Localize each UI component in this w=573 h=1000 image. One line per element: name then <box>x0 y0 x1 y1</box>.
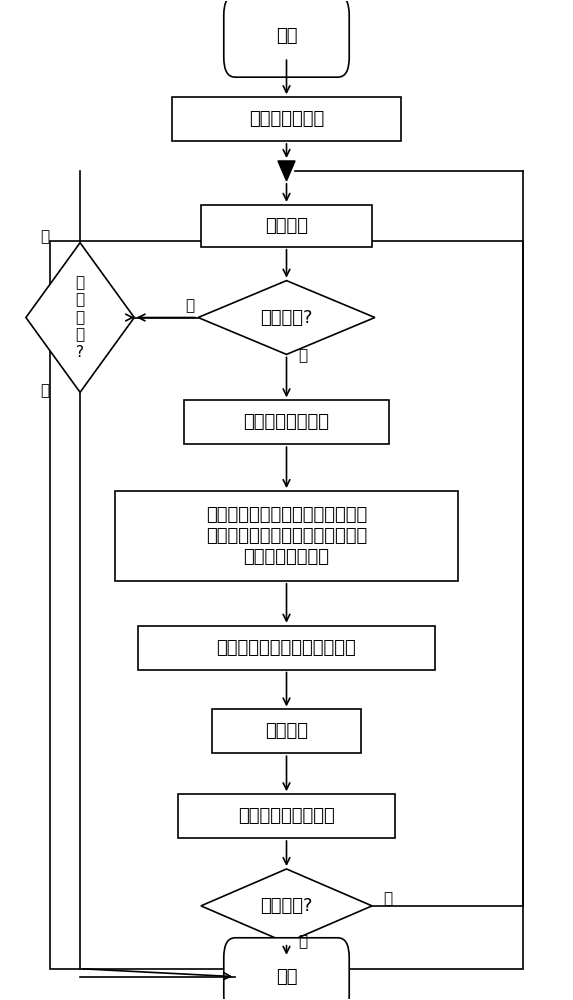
Text: 否: 否 <box>41 229 50 244</box>
Text: 是: 是 <box>41 383 50 398</box>
Text: 反馈输出力触觉信息: 反馈输出力触觉信息 <box>238 807 335 825</box>
Text: 程序结束?: 程序结束? <box>260 897 313 915</box>
FancyBboxPatch shape <box>172 97 401 141</box>
FancyBboxPatch shape <box>178 794 395 838</box>
Text: 否: 否 <box>185 298 194 313</box>
FancyBboxPatch shape <box>224 0 349 77</box>
Text: 是: 是 <box>298 934 307 949</box>
Text: 开始: 开始 <box>276 27 297 45</box>
Text: 位置检测: 位置检测 <box>265 217 308 235</box>
Polygon shape <box>201 869 372 943</box>
Text: 虚拟柔性体局部区域变形计算: 虚拟柔性体局部区域变形计算 <box>217 639 356 657</box>
FancyBboxPatch shape <box>201 205 372 247</box>
Text: 图形刷新: 图形刷新 <box>265 722 308 740</box>
Text: 是: 是 <box>298 348 307 363</box>
Text: 给定虚拟接触压力: 给定虚拟接触压力 <box>244 413 329 431</box>
FancyBboxPatch shape <box>138 626 435 670</box>
Polygon shape <box>198 281 375 354</box>
Text: 是
否
结
束
?: 是 否 结 束 ? <box>76 275 85 360</box>
Bar <box>50 241 523 969</box>
Text: 结束: 结束 <box>276 968 297 986</box>
Text: 虚拟代理与虚拟柔性体交互的局部
区域内部填充由碟形弹簧片构成的
组合弹簧虚拟模型: 虚拟代理与虚拟柔性体交互的局部 区域内部填充由碟形弹簧片构成的 组合弹簧虚拟模型 <box>206 506 367 566</box>
Text: 虚拟场景初始化: 虚拟场景初始化 <box>249 110 324 128</box>
FancyBboxPatch shape <box>213 709 360 753</box>
FancyBboxPatch shape <box>224 938 349 1000</box>
FancyBboxPatch shape <box>115 491 458 581</box>
Polygon shape <box>278 161 295 181</box>
Text: 是否碰撞?: 是否碰撞? <box>260 309 313 327</box>
Polygon shape <box>26 243 134 392</box>
FancyBboxPatch shape <box>184 400 389 444</box>
Text: 否: 否 <box>383 891 393 906</box>
